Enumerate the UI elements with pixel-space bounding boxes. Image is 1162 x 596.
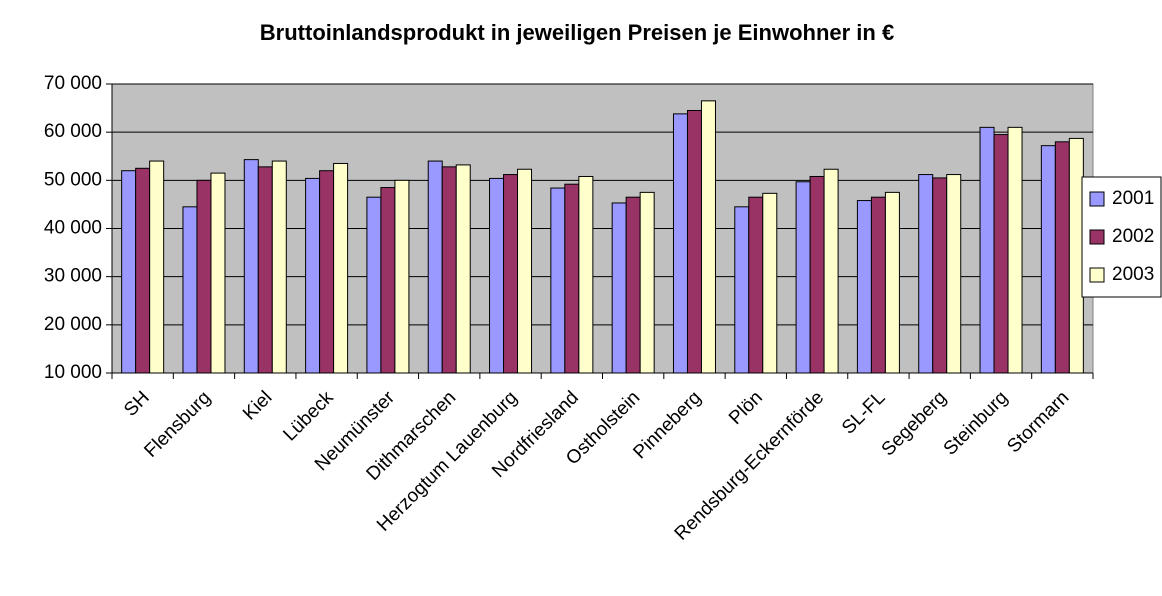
bar (672, 113, 688, 374)
bar (121, 170, 137, 374)
bar (578, 175, 594, 374)
y-tick-label: 30 000 (44, 266, 102, 287)
legend-swatch (1089, 267, 1105, 283)
y-tick-label: 50 000 (44, 169, 102, 190)
bar (366, 196, 382, 374)
bar (979, 126, 995, 374)
legend-label: 2001 (1112, 188, 1154, 209)
bar (884, 191, 900, 374)
bar (809, 175, 825, 374)
bar (441, 166, 457, 374)
bar (1054, 141, 1070, 374)
x-tick-label: Stormarn (1003, 387, 1073, 457)
bar (762, 192, 778, 374)
bar (1068, 137, 1084, 374)
bar (870, 196, 886, 374)
bar (333, 162, 349, 374)
bar (625, 196, 641, 374)
bar (489, 177, 505, 374)
bar (427, 160, 443, 374)
bar (1007, 126, 1023, 374)
legend-label: 2003 (1112, 264, 1154, 285)
bar (918, 174, 934, 374)
y-tick-label: 40 000 (44, 218, 102, 239)
y-tick-label: 70 000 (44, 73, 102, 94)
x-tick-label: Steinburg (940, 387, 1012, 459)
bar (271, 160, 287, 374)
legend-swatch (1089, 229, 1105, 245)
bar (305, 177, 321, 374)
bar (993, 134, 1009, 374)
bar (611, 202, 627, 374)
bar (639, 191, 655, 374)
bar (182, 206, 198, 374)
x-tick-label: Pinneberg (629, 387, 705, 463)
bar (686, 109, 702, 374)
x-tick-label: Lübeck (279, 387, 338, 446)
y-tick-label: 10 000 (44, 362, 102, 383)
bar (550, 187, 566, 374)
y-tick-label: 60 000 (44, 121, 102, 142)
bar (394, 179, 410, 374)
bar (503, 174, 519, 374)
bar (517, 168, 533, 374)
bar (823, 168, 839, 374)
bar (149, 160, 165, 374)
bar (319, 170, 335, 374)
x-tick-label: Kiel (239, 387, 276, 424)
bar (243, 159, 259, 374)
chart-title: Bruttoinlandsprodukt in jeweiligen Preis… (260, 20, 894, 45)
x-tick-label: SL-FL (838, 387, 889, 438)
x-tick-label: Segeberg (878, 387, 951, 460)
bar (380, 187, 396, 374)
bar (856, 200, 872, 374)
bar (196, 179, 212, 374)
bar (564, 183, 580, 374)
bar (1040, 145, 1056, 374)
x-tick-label: Flensburg (140, 387, 215, 462)
bar (946, 174, 962, 374)
bar (210, 172, 226, 374)
legend-swatch (1089, 191, 1105, 207)
legend-label: 2002 (1112, 226, 1154, 247)
bar (700, 100, 716, 374)
x-tick-label: SH (120, 387, 154, 421)
y-tick-label: 20 000 (44, 314, 102, 335)
bar (257, 166, 273, 374)
bar (734, 206, 750, 374)
bar (135, 167, 151, 374)
bar (455, 164, 471, 374)
bar (932, 177, 948, 374)
bar (795, 181, 811, 374)
x-tick-label: Plön (725, 387, 767, 429)
bar (748, 196, 764, 374)
